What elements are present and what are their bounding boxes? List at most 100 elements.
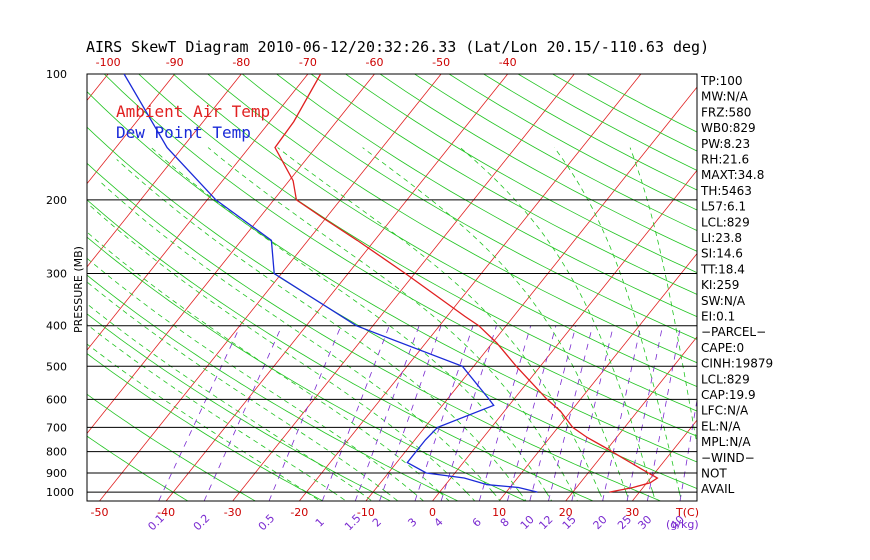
mixing-ratio-line (571, 325, 614, 501)
moist-adiabat-line (277, 147, 604, 501)
sounding-index-item: L57:6.1 (701, 200, 746, 214)
bottom-temp-tick-label: 0 (429, 506, 436, 519)
legend-ambient-air-temp: Ambient Air Temp (116, 102, 270, 121)
dry-adiabat-line (87, 199, 594, 501)
dry-adiabat-line (87, 393, 256, 501)
bottom-temp-tick-label: 10 (492, 506, 506, 519)
mixing-ratio-lines (158, 325, 697, 501)
isotherm-line (0, 74, 42, 501)
dew-point-temp-line (123, 74, 538, 493)
dry-adiabat-line (87, 313, 391, 501)
sounding-index-item: NOT (701, 467, 727, 481)
mixing-ratio-line (602, 325, 642, 501)
bottom-temp-tick-label: -50 (91, 506, 109, 519)
dry-adiabat-line (87, 353, 324, 501)
isotherm-line (832, 74, 870, 501)
moist-adiabat-line (87, 231, 450, 501)
top-temp-tick-label: -70 (299, 56, 317, 69)
sounding-index-item: KI:259 (701, 278, 739, 292)
isotherm-line (232, 74, 575, 501)
chart-title: AIRS SkewT Diagram 2010-06-12/20:32:26.3… (86, 38, 709, 56)
mixing-ratio-line (203, 325, 283, 501)
bottom-temp-tick-label: 30 (625, 506, 639, 519)
mixing-ratio-line (679, 397, 697, 501)
pressure-tick-label: 700 (46, 421, 67, 434)
moist-adiabat-line (151, 147, 553, 501)
pressure-tick-label: 800 (46, 446, 67, 459)
sounding-index-item: LFC:N/A (701, 404, 749, 418)
moist-adiabat-line (98, 180, 501, 501)
moist-adiabat-line (87, 281, 399, 501)
sounding-index-item: TP:100 (700, 74, 743, 88)
mixing-ratio-tick-label: 0.2 (191, 512, 213, 534)
mixing-ratio-line (379, 325, 442, 501)
sounding-index-item: CAPE:0 (701, 341, 744, 355)
mixing-ratio-tick-label: 10 (518, 513, 537, 532)
dry-adiabat-lines (87, 74, 697, 501)
moist-adiabat-line (460, 147, 656, 501)
mixing-ratio-tick-label: 6 (470, 515, 484, 529)
sounding-index-item: TT:18.4 (700, 262, 745, 276)
moist-adiabat-line (116, 159, 527, 501)
dry-adiabat-line (207, 74, 697, 364)
isobar-lines (86, 73, 698, 502)
sounding-index-item: MW:N/A (701, 90, 749, 104)
dry-adiabat-line (87, 236, 526, 501)
mixing-ratio-tick-label: 12 (536, 513, 555, 532)
pressure-tick-label: 100 (46, 68, 67, 81)
bottom-temp-tick-label: -30 (224, 506, 242, 519)
profile-series (123, 74, 659, 493)
moist-adiabat-line (87, 303, 373, 501)
sounding-index-item: FRZ:580 (701, 105, 751, 119)
sounding-index-item: LCL:829 (701, 372, 750, 386)
sounding-index-item: LCL:829 (701, 215, 750, 229)
sounding-index-item: SI:14.6 (701, 247, 743, 261)
isotherm-line (87, 74, 109, 102)
isotherm-line (432, 169, 697, 501)
ambient-air-temp-line (274, 74, 659, 493)
top-temp-tick-label: -60 (366, 56, 384, 69)
sounding-index-item: PW:8.23 (701, 137, 750, 151)
mixing-ratio-line (158, 325, 241, 501)
pressure-tick-label: 600 (46, 393, 67, 406)
sounding-index-item: TH:5463 (700, 184, 752, 198)
dry-adiabat-line (87, 435, 189, 501)
top-temp-tick-label: -40 (499, 56, 517, 69)
sounding-index-item: LI:23.8 (701, 231, 742, 245)
isotherm-line (87, 74, 176, 185)
sounding-index-item: −WIND− (701, 451, 755, 465)
mixing-ratio-tick-label: 3 (405, 515, 419, 529)
mixing-ratio-line (268, 325, 342, 501)
moist-adiabat-line (362, 147, 630, 501)
bottom-temp-tick-label: -40 (157, 506, 175, 519)
mixing-ratio-line (646, 325, 682, 501)
moist-adiabat-line (87, 257, 424, 501)
moist-adiabat-lines (87, 147, 697, 501)
mixing-ratio-line (507, 325, 557, 501)
y-axis-label: PRESSURE (MB) (72, 246, 85, 333)
mixing-ratio-tick-label: 1 (313, 515, 327, 529)
pressure-tick-label: 200 (46, 194, 67, 207)
isotherm-line (87, 74, 375, 435)
moist-adiabat-line (629, 147, 697, 447)
mixing-ratio-tick-label: 0.5 (256, 512, 278, 534)
moist-adiabat-line (87, 323, 347, 501)
top-temp-tick-label: -90 (166, 56, 184, 69)
mixing-ratio-unit-label: (g/kg) (666, 518, 699, 531)
pressure-tick-label: 400 (46, 320, 67, 333)
sounding-index-item: AVAIL (701, 482, 735, 496)
top-temp-tick-label: -50 (432, 56, 450, 69)
top-temp-tick-label: -80 (232, 56, 250, 69)
dry-adiabat-line (87, 162, 661, 501)
bottom-temp-tick-label: 20 (559, 506, 573, 519)
bottom-temp-tick-label: -20 (290, 506, 308, 519)
top-temp-tick-label: -100 (96, 56, 121, 69)
sounding-index-item: MAXT:34.8 (701, 168, 764, 182)
isotherm-line (298, 74, 642, 501)
dry-adiabat-line (483, 74, 697, 191)
isotherm-line (99, 74, 442, 501)
mixing-ratio-line (626, 325, 663, 501)
dry-adiabat-line (345, 74, 697, 274)
